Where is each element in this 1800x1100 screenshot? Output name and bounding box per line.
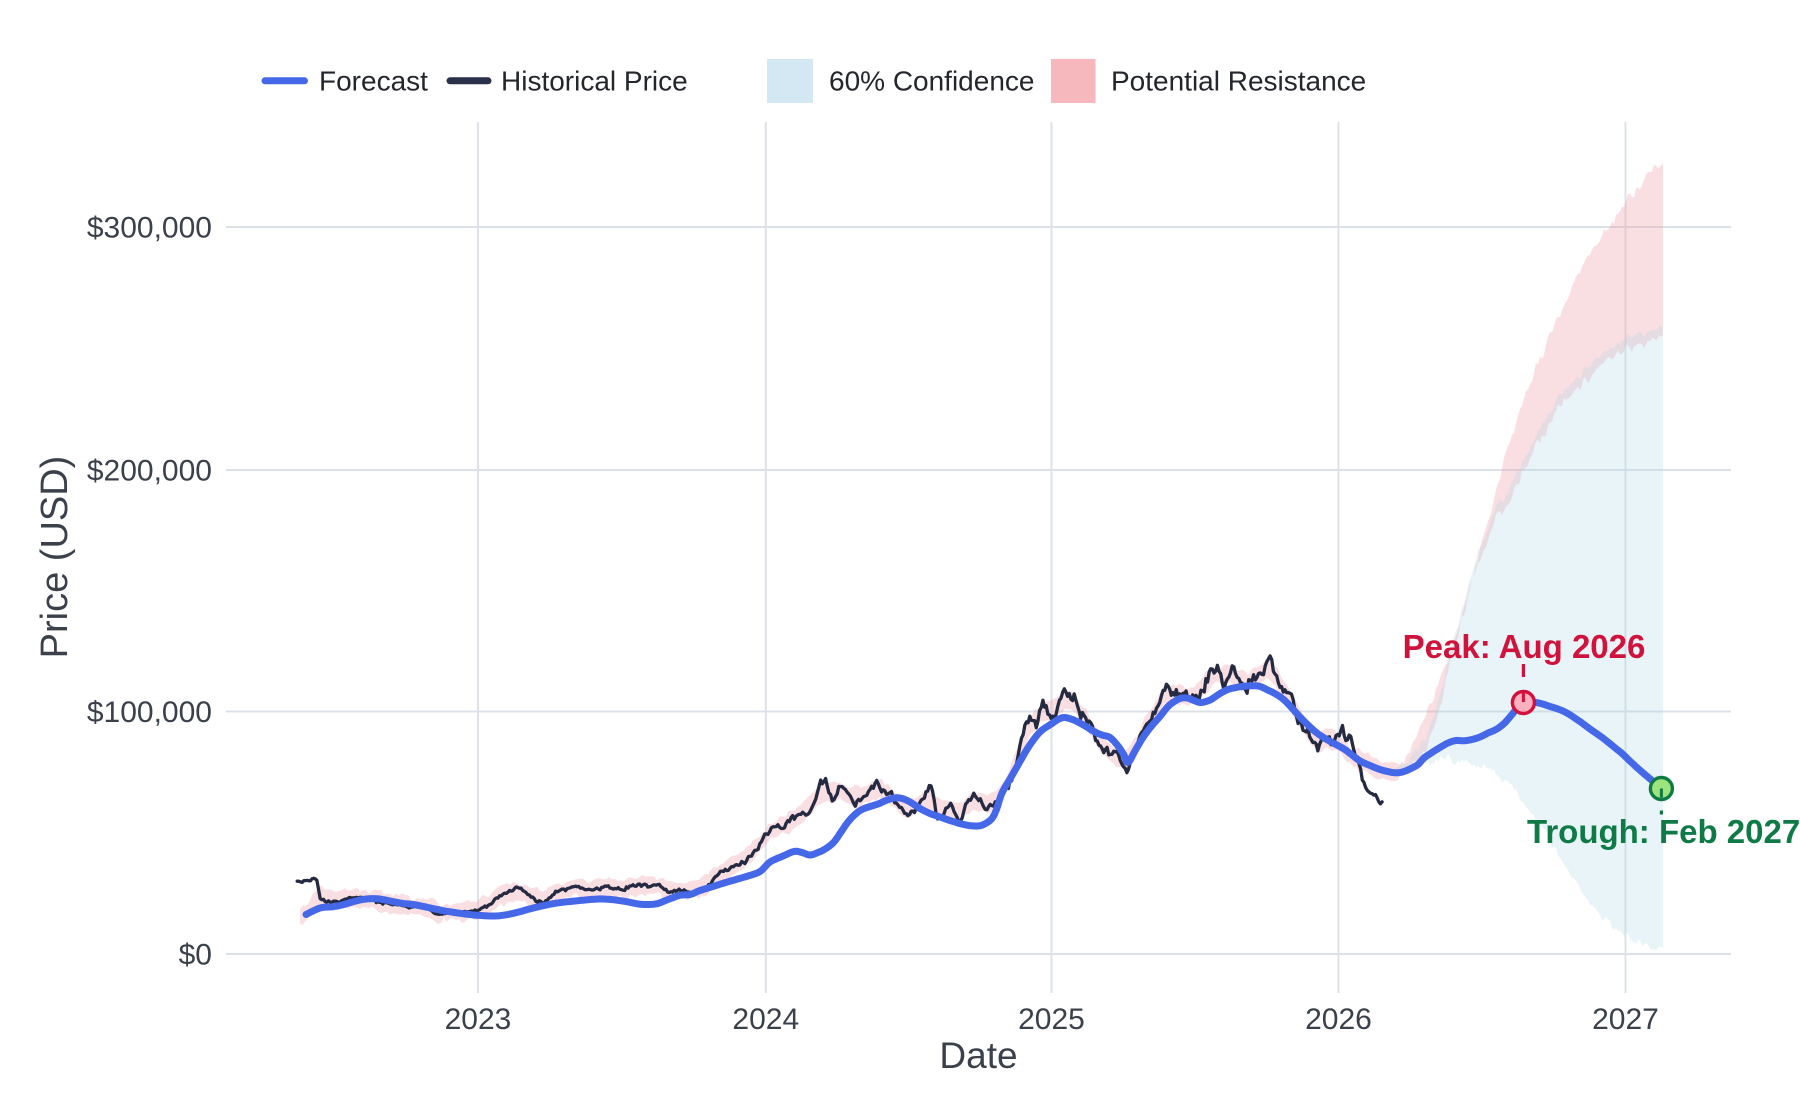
svg-text:$0: $0 bbox=[179, 939, 212, 972]
svg-text:2024: 2024 bbox=[732, 1003, 799, 1036]
svg-text:Peak: Aug 2026: Peak: Aug 2026 bbox=[1403, 628, 1646, 665]
svg-text:60% Confidence: 60% Confidence bbox=[829, 66, 1034, 97]
svg-text:$200,000: $200,000 bbox=[87, 455, 212, 488]
svg-text:$300,000: $300,000 bbox=[87, 212, 212, 245]
svg-text:Trough: Feb 2027: Trough: Feb 2027 bbox=[1527, 813, 1800, 850]
svg-text:Forecast: Forecast bbox=[319, 66, 428, 97]
svg-text:Price (USD): Price (USD) bbox=[34, 456, 76, 659]
svg-text:Date: Date bbox=[939, 1035, 1017, 1076]
svg-text:2027: 2027 bbox=[1592, 1003, 1659, 1036]
svg-text:2025: 2025 bbox=[1018, 1003, 1085, 1036]
svg-text:Potential Resistance: Potential Resistance bbox=[1111, 66, 1366, 97]
svg-text:$100,000: $100,000 bbox=[87, 696, 212, 729]
svg-text:Historical Price: Historical Price bbox=[501, 66, 688, 97]
svg-text:2026: 2026 bbox=[1305, 1003, 1372, 1036]
svg-text:2023: 2023 bbox=[445, 1003, 512, 1036]
